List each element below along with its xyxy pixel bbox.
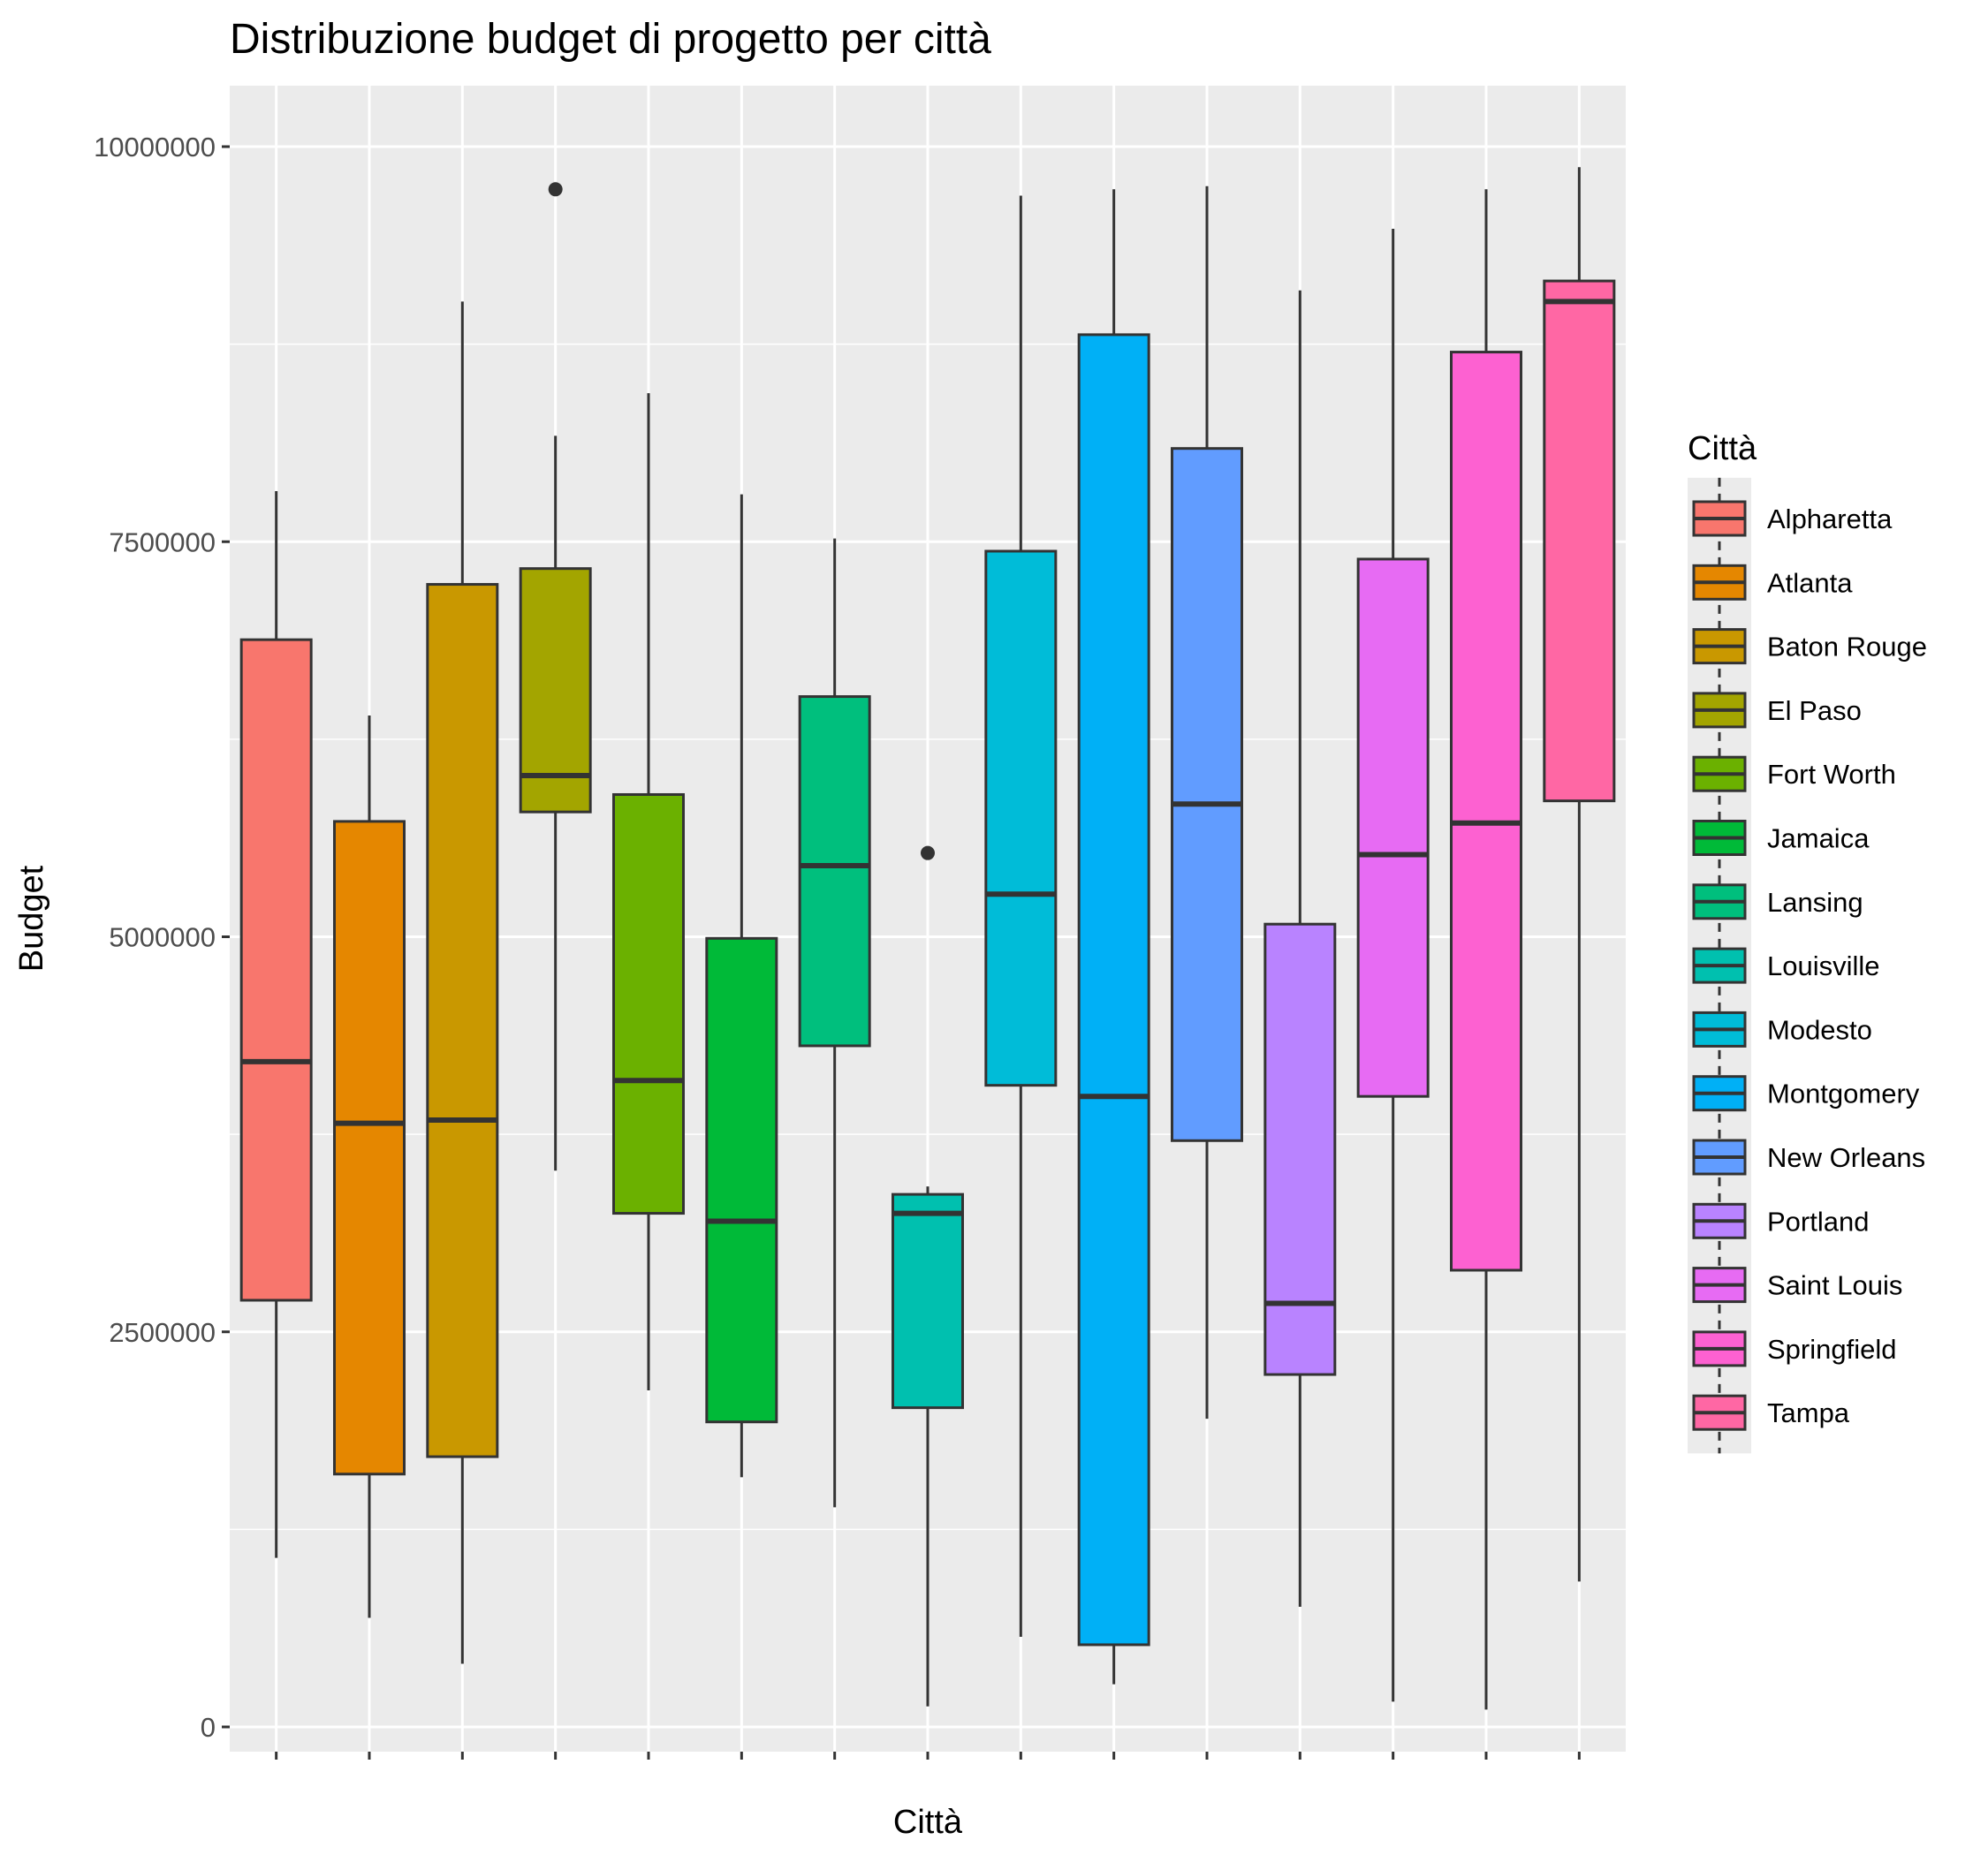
x-axis-title: Città xyxy=(893,1804,963,1841)
box xyxy=(984,549,1058,1087)
legend-item: New Orleans xyxy=(1692,1139,1925,1176)
box xyxy=(1263,922,1337,1376)
legend-title: Città xyxy=(1688,430,1757,467)
box xyxy=(612,792,685,1215)
y-axis: 0 2500000 5000000 7500000 10000000 xyxy=(94,132,230,1743)
legend-label: New Orleans xyxy=(1767,1142,1925,1173)
legend-item: Portland xyxy=(1692,1202,1869,1239)
box xyxy=(798,695,871,1048)
legend-item: Atlanta xyxy=(1692,564,1853,601)
legend-item: Montgomery xyxy=(1692,1075,1920,1112)
boxplot-saint-louis xyxy=(1356,229,1430,1702)
legend-label: Saint Louis xyxy=(1767,1270,1902,1301)
boxplot-alpharetta xyxy=(239,491,313,1558)
boxplots xyxy=(239,167,1616,1710)
box xyxy=(705,936,778,1424)
chart-title: Distribuzione budget di progetto per cit… xyxy=(230,16,991,63)
legend-label: Alpharetta xyxy=(1767,504,1893,534)
y-tick-label: 2500000 xyxy=(109,1317,216,1348)
box xyxy=(1356,557,1430,1098)
outlier-point xyxy=(548,182,563,197)
legend-label: El Paso xyxy=(1767,695,1862,726)
legend-item: Tampa xyxy=(1692,1394,1850,1431)
legend-label: Portland xyxy=(1767,1206,1869,1237)
x-axis xyxy=(275,1752,1581,1760)
legend-label: Louisville xyxy=(1767,950,1880,981)
boxplot-tampa xyxy=(1543,167,1616,1582)
boxplot-fort-worth xyxy=(612,393,685,1390)
legend-label: Lansing xyxy=(1767,887,1863,918)
y-tick-label: 7500000 xyxy=(109,526,216,557)
legend-item: Louisville xyxy=(1692,947,1880,984)
legend-label: Baton Rouge xyxy=(1767,632,1927,662)
legend-label: Montgomery xyxy=(1767,1079,1920,1109)
legend-item: Fort Worth xyxy=(1692,755,1896,792)
legend: Città Alpharetta Atlanta Baton Rouge El Pas… xyxy=(1688,430,1927,1454)
box xyxy=(1077,333,1150,1647)
boxplot-springfield xyxy=(1450,189,1522,1710)
legend-item: Alpharetta xyxy=(1692,500,1893,537)
boxplot-montgomery xyxy=(1077,189,1150,1685)
legend-item: El Paso xyxy=(1692,692,1862,729)
legend-item: Lansing xyxy=(1692,883,1863,920)
legend-label: Modesto xyxy=(1767,1014,1872,1045)
boxplot-el-paso xyxy=(519,182,592,1171)
box xyxy=(1543,279,1616,803)
y-tick-label: 5000000 xyxy=(109,922,216,953)
legend-label: Fort Worth xyxy=(1767,759,1896,790)
legend-item: Modesto xyxy=(1692,1011,1872,1048)
legend-label: Springfield xyxy=(1767,1334,1896,1365)
legend-item: Baton Rouge xyxy=(1692,628,1927,665)
boxplot-louisville xyxy=(892,845,964,1707)
boxplot-baton-rouge xyxy=(426,301,499,1664)
legend-label: Atlanta xyxy=(1767,567,1853,598)
box xyxy=(892,1192,964,1410)
legend-label: Jamaica xyxy=(1767,823,1870,854)
boxplot-portland xyxy=(1263,290,1337,1608)
legend-label: Tampa xyxy=(1767,1397,1850,1428)
box xyxy=(333,820,406,1476)
y-tick-label: 0 xyxy=(201,1712,216,1743)
y-tick-label: 10000000 xyxy=(94,132,216,163)
legend-item: Jamaica xyxy=(1692,820,1870,856)
box xyxy=(426,583,499,1458)
boxplot-new-orleans xyxy=(1171,186,1243,1420)
boxplot-jamaica xyxy=(705,494,778,1478)
box xyxy=(519,567,592,814)
boxplot-lansing xyxy=(798,538,871,1508)
legend-item: Springfield xyxy=(1692,1330,1896,1367)
boxplot-modesto xyxy=(984,195,1058,1638)
y-axis-title: Budget xyxy=(13,865,50,972)
box xyxy=(1171,447,1243,1142)
box xyxy=(1450,351,1522,1272)
boxplot-atlanta xyxy=(333,716,406,1618)
legend-item: Saint Louis xyxy=(1692,1267,1902,1304)
box xyxy=(239,638,313,1302)
outlier-point xyxy=(921,845,935,860)
